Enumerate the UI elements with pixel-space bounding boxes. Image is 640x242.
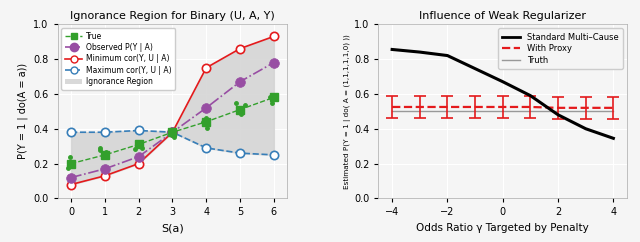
Minimum cor(Y, U | A) — [270, 35, 278, 38]
Observed P(Y | A) — [236, 80, 244, 83]
Minimum cor(Y, U | A) — [168, 131, 176, 134]
Observed P(Y | A) — [135, 155, 143, 158]
Minimum cor(Y, U | A) — [202, 66, 210, 69]
Standard Multi-Cause — [582, 127, 589, 130]
True — [270, 96, 278, 99]
Minimum cor(Y, U | A) — [236, 47, 244, 50]
Y-axis label: P(Y = 1 | do(A = a)): P(Y = 1 | do(A = a)) — [17, 63, 28, 159]
Line: True: True — [67, 93, 278, 168]
Standard Multi-Cause — [554, 113, 562, 116]
Maximum cor(Y, U | A) — [168, 131, 176, 134]
Truth — [416, 110, 424, 113]
Truth — [388, 110, 396, 113]
Standard Multi-Cause — [499, 80, 507, 83]
Observed P(Y | A) — [270, 61, 278, 64]
Maximum cor(Y, U | A) — [67, 131, 75, 134]
Maximum cor(Y, U | A) — [101, 131, 109, 134]
X-axis label: S(a): S(a) — [161, 223, 184, 233]
Truth — [582, 110, 589, 113]
Maximum cor(Y, U | A) — [135, 129, 143, 132]
Truth — [499, 110, 507, 113]
True — [135, 143, 143, 146]
Truth — [609, 110, 617, 113]
Standard Multi-Cause — [416, 51, 424, 53]
True — [236, 108, 244, 111]
Title: Influence of Weak Regularizer: Influence of Weak Regularizer — [419, 11, 586, 21]
Truth — [527, 110, 534, 113]
Maximum cor(Y, U | A) — [236, 152, 244, 155]
X-axis label: Odds Ratio γ Targeted by Penalty: Odds Ratio γ Targeted by Penalty — [417, 223, 589, 233]
Observed P(Y | A) — [101, 167, 109, 170]
True — [168, 131, 176, 134]
Standard Multi-Cause — [609, 137, 617, 140]
Observed P(Y | A) — [67, 176, 75, 179]
Minimum cor(Y, U | A) — [67, 183, 75, 186]
Minimum cor(Y, U | A) — [135, 162, 143, 165]
Truth — [471, 110, 479, 113]
Truth — [444, 110, 451, 113]
Legend: True, Observed P(Y | A), Minimum cor(Y, U | A), Maximum cor(Y, U | A), Ignorance: True, Observed P(Y | A), Minimum cor(Y, … — [61, 28, 175, 90]
Truth — [554, 110, 562, 113]
True — [101, 153, 109, 156]
Line: Minimum cor(Y, U | A): Minimum cor(Y, U | A) — [67, 32, 278, 189]
Line: Maximum cor(Y, U | A): Maximum cor(Y, U | A) — [67, 126, 278, 159]
Standard Multi-Cause — [388, 48, 396, 51]
Standard Multi-Cause — [471, 67, 479, 70]
Legend: Standard Multi–Cause, With Proxy, Truth: Standard Multi–Cause, With Proxy, Truth — [498, 28, 623, 69]
Minimum cor(Y, U | A) — [101, 174, 109, 177]
Standard Multi-Cause — [527, 94, 534, 97]
True — [202, 120, 210, 123]
Y-axis label: Estimated P(Y = 1 | do( A = (1,1,1,1,1,0) )): Estimated P(Y = 1 | do( A = (1,1,1,1,1,0… — [344, 34, 351, 189]
Observed P(Y | A) — [202, 106, 210, 109]
Maximum cor(Y, U | A) — [270, 153, 278, 156]
Standard Multi-Cause — [444, 54, 451, 57]
Line: Standard Multi-Cause: Standard Multi-Cause — [392, 49, 613, 138]
Maximum cor(Y, U | A) — [202, 146, 210, 149]
Observed P(Y | A) — [168, 131, 176, 134]
Line: Observed P(Y | A): Observed P(Y | A) — [67, 58, 278, 182]
Title: Ignorance Region for Binary (U, A, Y): Ignorance Region for Binary (U, A, Y) — [70, 11, 275, 21]
True — [67, 162, 75, 165]
